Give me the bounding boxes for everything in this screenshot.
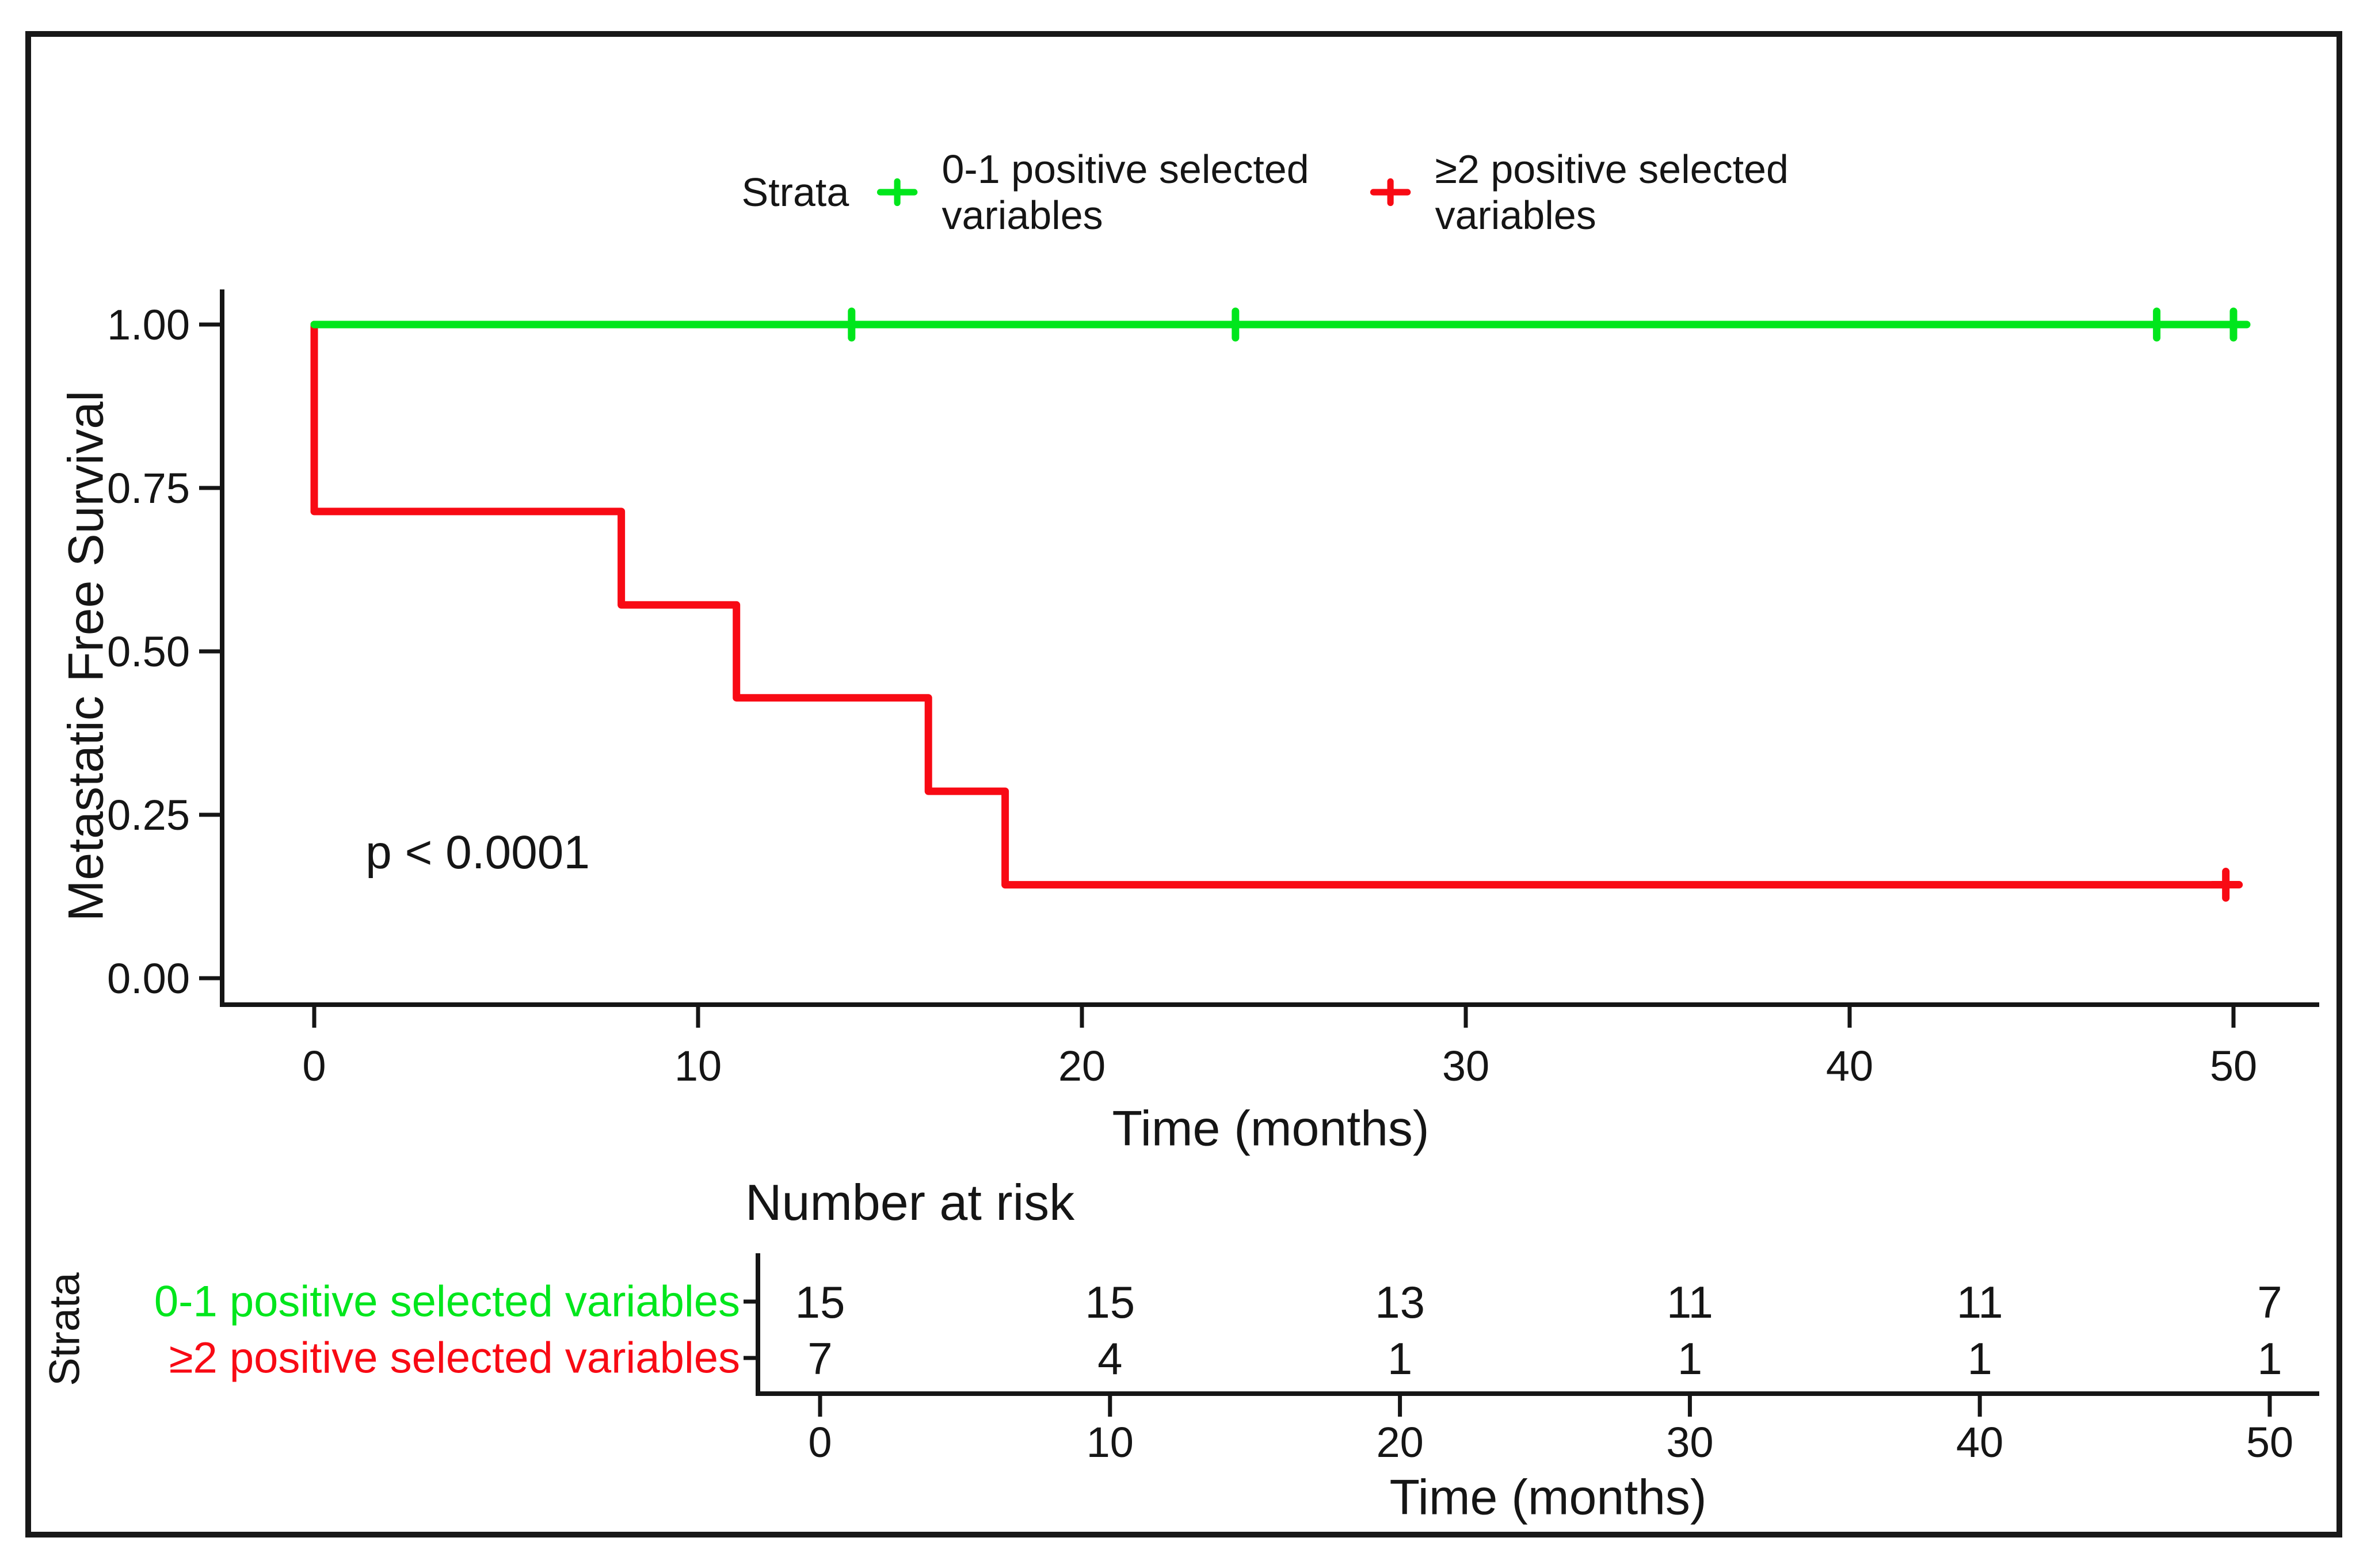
km-curve [310,321,2230,889]
risk-count: 7 [2257,1277,2282,1327]
censor-mark [2140,307,2174,342]
risk-axis-tick-label: 20 [1376,1418,1423,1466]
risk-axis-tick-label: 0 [808,1418,832,1466]
y-axis-tick-label: 0.25 [107,791,190,839]
risk-axis-tick-label: 30 [1666,1418,1713,1466]
risk-row-label-group-0-1: 0-1 positive selected variables [154,1277,740,1326]
risk-count: 15 [1085,1277,1135,1327]
legend-label-group-ge2: ≥2 positive selected variables [1435,147,1789,238]
risk-axis-spines [756,1253,2319,1396]
risk-table-x-axis-title: Time (months) [1389,1470,1707,1525]
p-value-annotation: p < 0.0001 [365,826,590,879]
legend-title: Strata [741,170,849,215]
risk-count: 11 [1957,1277,2003,1327]
risk-axis-tick-label: 40 [1956,1418,2003,1466]
risk-count: 1 [2257,1333,2282,1384]
censor-plus-glyph [1370,178,1411,207]
risk-count: 1 [1678,1333,1702,1384]
x-axis-tick-label: 30 [1442,1042,1489,1090]
x-axis-tick-label: 0 [302,1042,326,1090]
censor-mark [834,307,869,342]
y-axis-tick-label: 0.00 [107,955,190,1002]
x-axis-tick-label: 40 [1826,1042,1873,1090]
risk-count: 11 [1667,1277,1713,1327]
risk-count: 15 [795,1277,845,1327]
legend-item-group-0-1[interactable]: 0-1 positive selected variables [876,146,1342,238]
main-axis-spines [220,289,2319,1007]
risk-row-label-group-ge2: ≥2 positive selected variables [169,1333,740,1383]
legend-label-group-0-1: 0-1 positive selected variables [942,147,1309,238]
x-axis-tick-label: 20 [1058,1042,1106,1090]
censor-mark [1218,307,1253,342]
y-axis-tick-label: 1.00 [107,301,190,349]
censor-plus-glyph [876,178,918,207]
censor-mark [2209,868,2243,902]
risk-axis-tick-label: 50 [2246,1418,2293,1466]
legend-item-group-ge2[interactable]: ≥2 positive selected variables [1370,146,1825,238]
y-axis-tick-label: 0.75 [107,464,190,512]
risk-count: 1 [1968,1333,1992,1384]
censor-plus-icon [876,178,918,207]
censor-mark [2216,307,2251,342]
x-axis-tick-label: 10 [674,1042,722,1090]
risk-axis-tick-label: 10 [1087,1418,1134,1466]
risk-count: 13 [1375,1277,1425,1327]
censor-plus-icon [1370,178,1411,207]
risk-table-title: Number at risk [745,1174,1075,1231]
risk-count: 1 [1388,1333,1412,1384]
strata-axis-title: Strata [40,1272,89,1386]
risk-count: 4 [1097,1333,1122,1384]
legend: Strata 0-1 positive selected variables ≥… [742,146,1825,238]
y-axis-tick-label: 0.50 [107,628,190,676]
x-axis-title: Time (months) [1112,1101,1430,1157]
risk-count: 7 [807,1333,832,1384]
y-axis-title: Metastatic Free Survival [58,390,114,922]
x-axis-tick-label: 50 [2210,1042,2257,1090]
